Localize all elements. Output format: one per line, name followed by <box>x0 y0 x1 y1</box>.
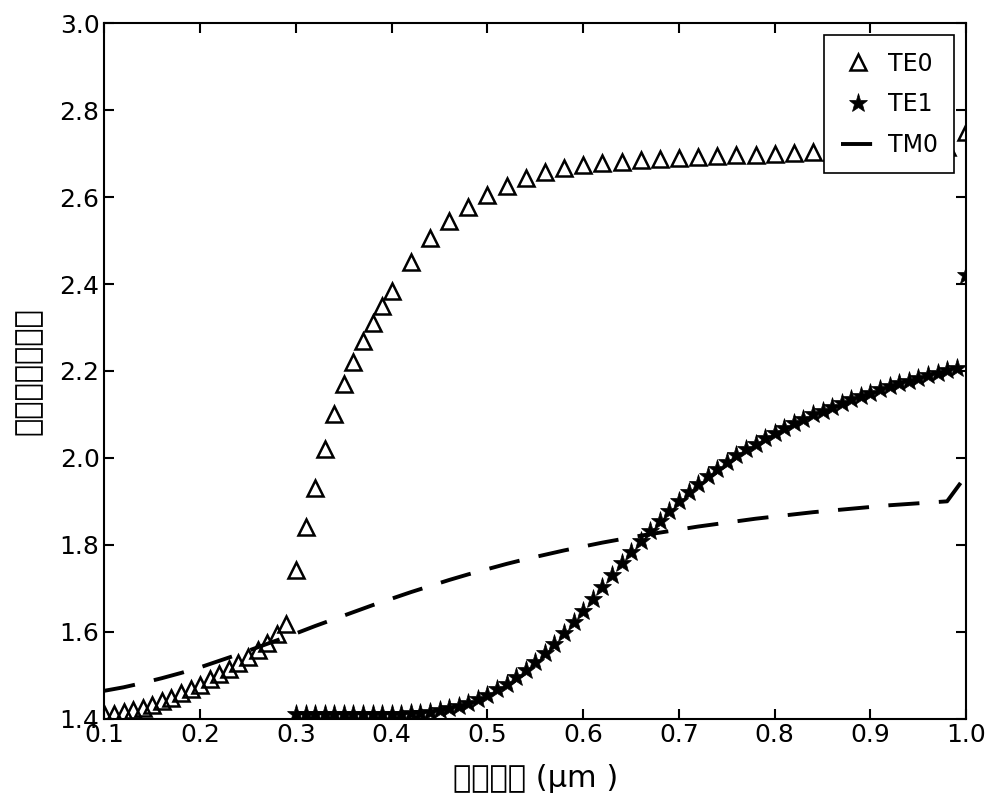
TE1 <box>922 370 934 380</box>
TE1 <box>481 690 493 700</box>
TM0 <box>213 656 225 666</box>
TM0 <box>596 537 608 547</box>
TM0 <box>481 564 493 574</box>
TE1 <box>539 649 551 659</box>
TM0 <box>386 594 398 604</box>
TM0 <box>118 683 130 692</box>
TM0 <box>654 528 666 537</box>
TM0 <box>271 636 283 646</box>
TM0 <box>175 668 187 678</box>
TM0 <box>864 502 876 512</box>
TE0 <box>960 128 972 137</box>
TM0 <box>960 470 972 480</box>
TM0 <box>941 496 953 506</box>
TM0 <box>98 686 110 696</box>
TM0 <box>692 521 704 531</box>
TM0 <box>194 663 206 672</box>
TM0 <box>845 504 857 513</box>
TE0 <box>424 233 436 243</box>
TM0 <box>826 506 838 516</box>
TM0 <box>501 559 513 569</box>
TE0 <box>300 523 312 533</box>
TE1 <box>309 709 321 719</box>
Legend: TE0, TE1, TM0: TE0, TE1, TM0 <box>824 36 954 174</box>
TM0 <box>558 546 570 555</box>
TE1 <box>960 270 972 280</box>
TM0 <box>884 500 896 510</box>
TM0 <box>769 512 781 521</box>
TE1 <box>290 709 302 719</box>
TM0 <box>635 531 647 541</box>
Line: TE0: TE0 <box>97 124 974 722</box>
TM0 <box>424 581 436 591</box>
TM0 <box>328 614 340 624</box>
TM0 <box>539 550 551 559</box>
TM0 <box>252 642 264 652</box>
TM0 <box>443 575 455 585</box>
TE0 <box>232 659 244 668</box>
TM0 <box>922 498 934 508</box>
TM0 <box>673 525 685 534</box>
TM0 <box>616 534 628 544</box>
TM0 <box>788 509 800 519</box>
TM0 <box>462 570 474 579</box>
TM0 <box>405 587 417 597</box>
TM0 <box>750 514 762 524</box>
Line: TM0: TM0 <box>104 475 966 691</box>
TM0 <box>232 650 244 659</box>
X-axis label: 波导宽度 (μm ): 波导宽度 (μm ) <box>453 764 618 793</box>
TM0 <box>137 678 149 688</box>
TE0 <box>98 709 110 719</box>
TE0 <box>501 182 513 191</box>
TM0 <box>730 516 742 526</box>
TM0 <box>367 600 379 610</box>
TM0 <box>347 608 359 617</box>
TM0 <box>156 673 168 683</box>
TM0 <box>577 541 589 551</box>
TE0 <box>807 147 819 157</box>
TE0 <box>213 670 225 679</box>
TM0 <box>309 621 321 631</box>
TM0 <box>290 629 302 638</box>
TM0 <box>807 508 819 517</box>
Line: TE1: TE1 <box>286 266 976 724</box>
TM0 <box>711 519 723 529</box>
TM0 <box>903 499 915 508</box>
TE1 <box>692 479 704 489</box>
TM0 <box>520 554 532 564</box>
TE1 <box>616 558 628 568</box>
Y-axis label: 模式有效折射率: 模式有效折射率 <box>14 307 43 435</box>
